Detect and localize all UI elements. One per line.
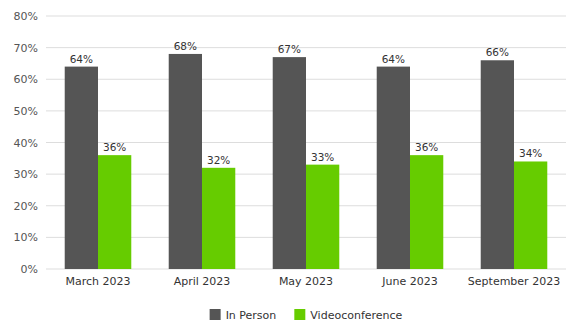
- data-label: 32%: [207, 154, 230, 166]
- bar: [98, 155, 131, 269]
- y-tick-label: 50%: [14, 105, 38, 118]
- y-tick-label: 80%: [14, 10, 38, 23]
- background: [0, 0, 578, 331]
- bar: [481, 60, 514, 269]
- data-label: 36%: [415, 141, 438, 153]
- data-label: 66%: [486, 46, 509, 58]
- legend-swatch: [294, 309, 305, 320]
- chart: 0% 10% 20% 30% 40% 50% 60% 70% 80% 64% 36% 68% 32% 67…: [0, 0, 578, 331]
- data-label: 67%: [278, 43, 301, 55]
- legend-label: Videoconference: [310, 309, 402, 322]
- data-label: 64%: [70, 53, 93, 65]
- x-tick-label: March 2023: [65, 275, 130, 288]
- data-label: 64%: [382, 53, 405, 65]
- y-tick-label: 60%: [14, 73, 38, 86]
- x-tick-label: May 2023: [279, 275, 333, 288]
- bar: [169, 54, 202, 269]
- legend-label: In Person: [226, 309, 277, 322]
- y-tick-label: 10%: [14, 231, 38, 244]
- grid-line: [46, 16, 566, 17]
- data-label: 34%: [519, 147, 542, 159]
- bar: [514, 161, 547, 269]
- legend: In Person Videoconference: [210, 309, 403, 322]
- legend-swatch: [210, 309, 221, 320]
- data-label: 36%: [103, 141, 126, 153]
- data-label: 33%: [311, 151, 334, 163]
- y-tick-label: 30%: [14, 168, 38, 181]
- bar: [202, 168, 235, 269]
- y-tick-label: 0%: [21, 263, 38, 276]
- x-tick-label: April 2023: [174, 275, 231, 288]
- bar: [273, 57, 306, 269]
- grid: [46, 16, 566, 269]
- bars: [65, 54, 548, 269]
- data-labels: 64% 36% 68% 32% 67% 33% 64% 36% 66% 34%: [70, 40, 543, 166]
- y-tick-label: 20%: [14, 200, 38, 213]
- y-tick-label: 70%: [14, 42, 38, 55]
- y-tick-label: 40%: [14, 137, 38, 150]
- x-tick-label: September 2023: [468, 275, 560, 288]
- bar: [65, 67, 98, 269]
- data-label: 68%: [174, 40, 197, 52]
- bar: [410, 155, 443, 269]
- bar: [377, 67, 410, 269]
- bar: [306, 165, 339, 269]
- x-tick-label: June 2023: [381, 275, 437, 288]
